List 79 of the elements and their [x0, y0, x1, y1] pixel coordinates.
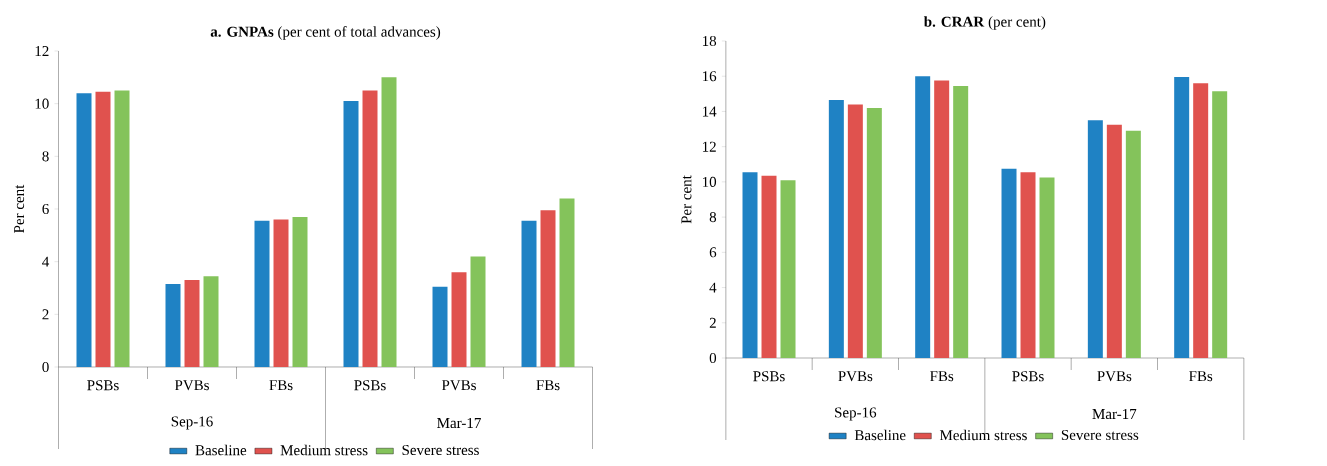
- bar: [742, 172, 758, 358]
- bar: [1212, 91, 1228, 358]
- bar: [953, 85, 969, 358]
- bar: [1174, 77, 1190, 358]
- y-tick-label: 18: [702, 35, 717, 47]
- y-tick-label: 8: [42, 151, 49, 162]
- text: Mar-17: [1092, 408, 1137, 420]
- bar: [184, 280, 200, 367]
- legend-label: Severe stress: [1061, 429, 1139, 440]
- legend-label: Medium stress: [280, 444, 368, 456]
- y-tick-label: 10: [35, 98, 49, 109]
- x-tick-label: PSBs: [1012, 371, 1044, 382]
- bar: [1193, 83, 1209, 358]
- x-tick-label: PVBs: [838, 371, 873, 382]
- x-tick-label: PVBs: [441, 380, 476, 391]
- bar: [1106, 124, 1122, 358]
- x-tick-label: PVBs: [1097, 371, 1132, 382]
- y-tick-label: 0: [709, 352, 717, 364]
- bar: [362, 90, 378, 367]
- y-tick-label: 16: [702, 71, 717, 82]
- bar: [521, 220, 537, 367]
- x-tick-label: PSBs: [753, 371, 785, 382]
- x-tick-label: PSBs: [87, 380, 119, 391]
- y-tick-label: 10: [702, 176, 717, 187]
- y-tick-label: 8: [709, 212, 717, 223]
- y-tick-label: 6: [709, 247, 717, 258]
- text: Mar-17: [437, 417, 481, 429]
- bar: [343, 101, 359, 367]
- x-tick-label: FBs: [1189, 371, 1213, 382]
- y-tick-label: 2: [709, 317, 716, 328]
- bar: [761, 175, 777, 358]
- bar: [273, 219, 289, 367]
- bar: [847, 104, 863, 358]
- x-tick-label: FBs: [930, 371, 954, 382]
- legend-label: Baseline: [854, 429, 906, 441]
- bar: [165, 284, 181, 367]
- y-tick-label: 2: [42, 309, 49, 320]
- bar: [1020, 172, 1036, 358]
- bar: [470, 256, 486, 367]
- bar: [254, 220, 270, 367]
- bar: [114, 90, 130, 367]
- y-axis-title: Per cent: [681, 175, 692, 224]
- bar: [1087, 120, 1103, 358]
- bar: [780, 180, 796, 358]
- bar: [559, 198, 575, 367]
- legend-label: Baseline: [195, 444, 247, 456]
- bar: [292, 216, 308, 367]
- bar: [432, 286, 448, 367]
- legend-label: Medium stress: [939, 429, 1027, 441]
- x-tick-label: FBs: [269, 380, 293, 391]
- legend-label: Severe stress: [402, 444, 479, 456]
- bar: [1125, 130, 1141, 358]
- text: Sep-16: [835, 407, 877, 421]
- chart-title: a. GNPAs (per cent of total advances): [210, 26, 441, 40]
- chart-title: b. CRAR (per cent): [923, 16, 1046, 30]
- bar: [866, 107, 882, 358]
- bar: [1001, 168, 1017, 358]
- y-tick-label: 4: [42, 256, 50, 267]
- y-tick-label: 12: [35, 46, 49, 56]
- x-tick-label: PVBs: [174, 380, 209, 391]
- bar: [915, 76, 931, 358]
- bar: [1039, 177, 1055, 358]
- bar: [203, 276, 219, 367]
- y-tick-label: 12: [702, 141, 716, 152]
- y-tick-label: 14: [702, 106, 717, 117]
- x-tick-label: PSBs: [354, 380, 386, 391]
- bar: [95, 91, 111, 367]
- text: Sep-16: [171, 416, 213, 430]
- y-tick-label: 6: [42, 203, 49, 215]
- bar: [828, 99, 844, 358]
- x-tick-label: FBs: [536, 380, 560, 391]
- bar: [934, 80, 950, 358]
- y-tick-label: 4: [709, 282, 717, 293]
- bar: [381, 77, 397, 367]
- bar: [451, 272, 467, 367]
- bar: [76, 93, 92, 367]
- y-tick-label: 0: [42, 361, 49, 373]
- y-axis-title: Per cent: [14, 184, 25, 233]
- bar: [540, 210, 556, 367]
